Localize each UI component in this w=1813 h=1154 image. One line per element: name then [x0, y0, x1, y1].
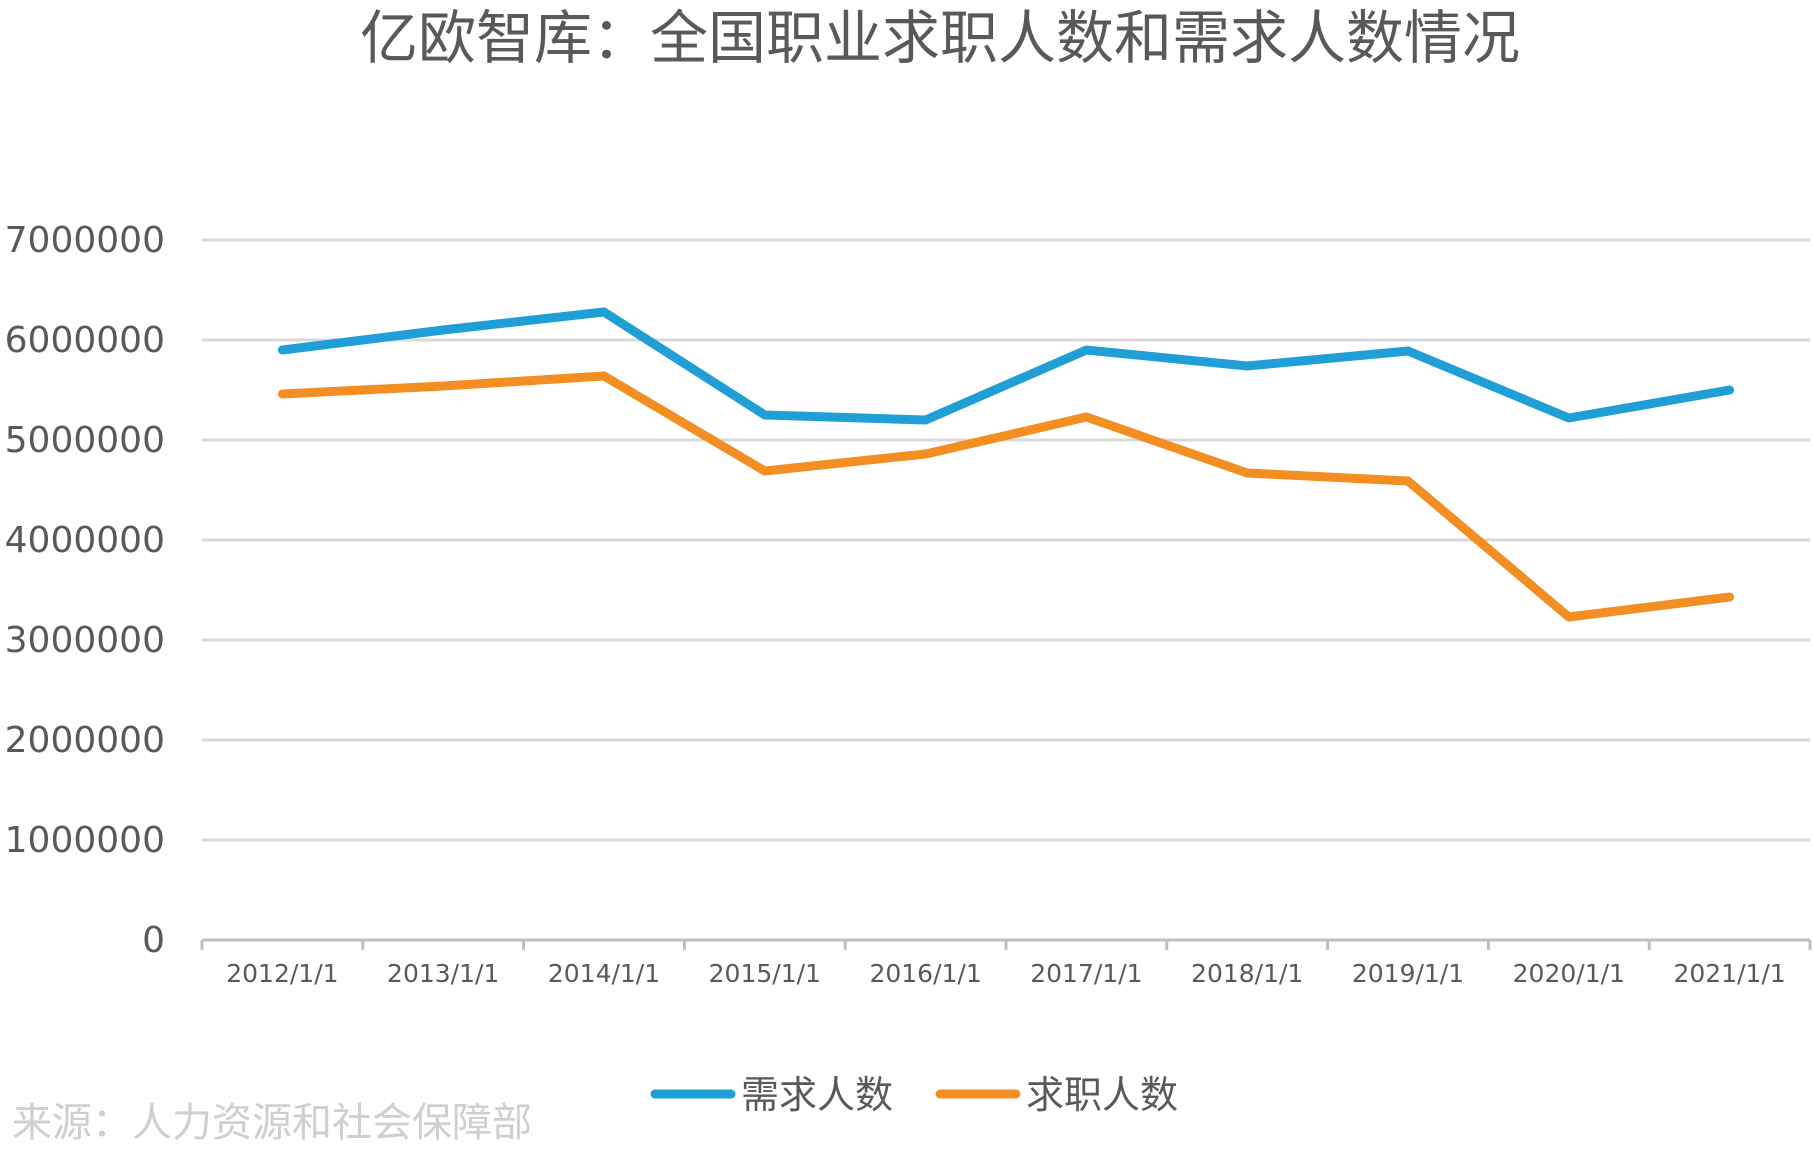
series-lines	[277, 307, 1735, 622]
y-tick-label-0: 0	[142, 920, 165, 961]
y-tick-label-2: 2000000	[5, 720, 165, 761]
x-tick-label-9: 2021/1/1	[1673, 959, 1785, 988]
legend-label-1: 求职人数	[1026, 1073, 1178, 1117]
x-tick-label-2: 2014/1/1	[548, 959, 660, 988]
y-tick-label-4: 4000000	[5, 520, 165, 561]
y-axis: 0 1000000 2000000 3000000 4000000 5000000 6000…	[5, 220, 165, 961]
series-line-1	[277, 371, 1735, 622]
y-tick-label-1: 1000000	[5, 820, 165, 861]
y-tick-label-6: 6000000	[5, 320, 165, 361]
chart-title: 亿欧智库：全国职业求职人数和需求人数情况	[360, 4, 1520, 72]
x-tick-label-1: 2013/1/1	[387, 959, 499, 988]
x-tick-label-8: 2020/1/1	[1513, 959, 1625, 988]
y-tick-label-3: 3000000	[5, 620, 165, 661]
source-note: 来源：人力资源和社会保障部	[12, 1100, 532, 1146]
x-tick-label-7: 2019/1/1	[1352, 959, 1464, 988]
x-tick-label-3: 2015/1/1	[709, 959, 821, 988]
y-tick-label-5: 5000000	[5, 420, 165, 461]
legend: 需求人数 求职人数	[650, 1073, 1178, 1117]
y-tick-label-7: 7000000	[5, 220, 165, 261]
x-axis: 2012/1/1 2013/1/1 2014/1/1 2015/1/1 2016/1/1…	[200, 938, 1812, 988]
x-tick-label-4: 2016/1/1	[869, 959, 981, 988]
x-tick-label-6: 2018/1/1	[1191, 959, 1303, 988]
legend-label-0: 需求人数	[741, 1073, 893, 1117]
x-tick-label-0: 2012/1/1	[226, 959, 338, 988]
x-tick-label-5: 2017/1/1	[1030, 959, 1142, 988]
series-line-0	[277, 307, 1735, 425]
